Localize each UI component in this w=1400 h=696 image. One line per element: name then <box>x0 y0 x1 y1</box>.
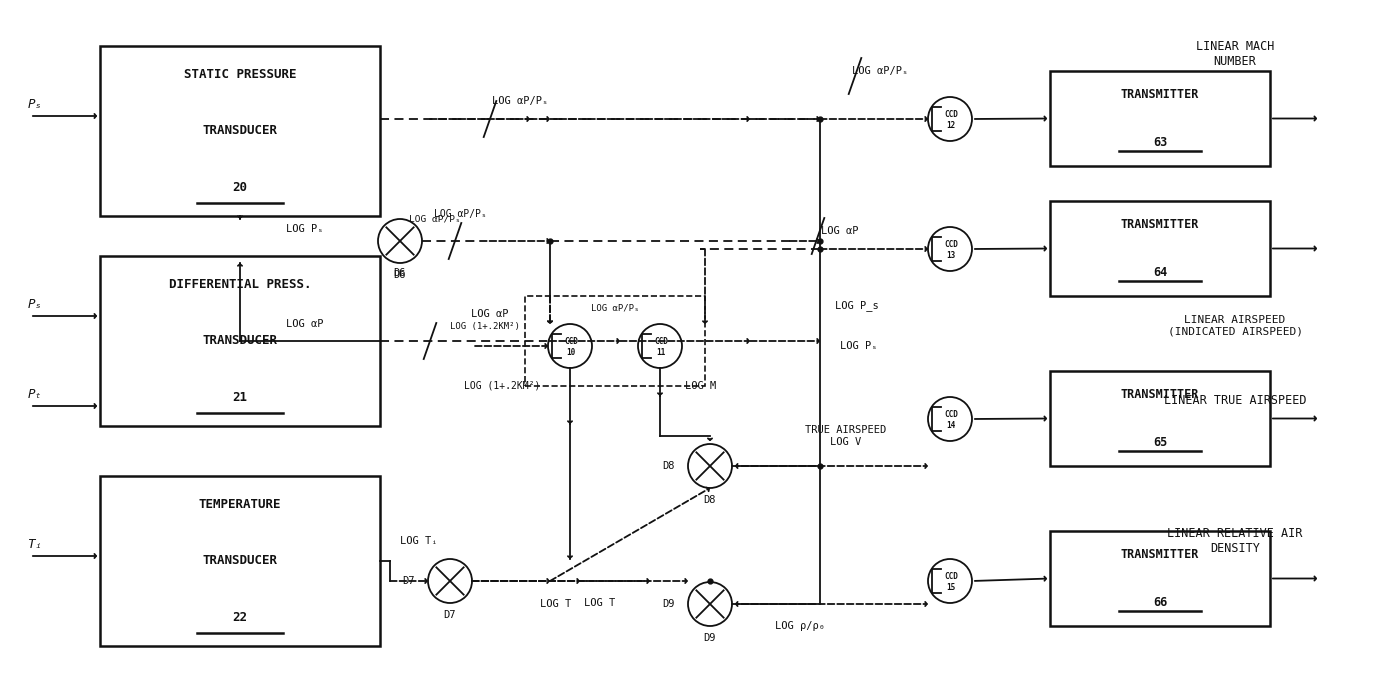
Text: LOG αP: LOG αP <box>822 226 858 236</box>
Text: LOG ρ/ρ₀: LOG ρ/ρ₀ <box>776 621 825 631</box>
Text: LOG Pₛ: LOG Pₛ <box>840 341 878 351</box>
Circle shape <box>687 582 732 626</box>
Text: 64: 64 <box>1152 266 1168 279</box>
Text: LOG αP: LOG αP <box>472 309 508 319</box>
Text: LINEAR RELATIVE AIR
DENSITY: LINEAR RELATIVE AIR DENSITY <box>1168 527 1302 555</box>
Text: 11: 11 <box>657 348 666 357</box>
Text: 21: 21 <box>232 391 248 404</box>
Text: D8: D8 <box>662 461 675 471</box>
Text: 14: 14 <box>946 421 956 430</box>
Text: TRANSDUCER: TRANSDUCER <box>203 125 277 138</box>
Text: D9: D9 <box>662 599 675 609</box>
Text: D8: D8 <box>704 495 717 505</box>
Bar <box>525 296 706 386</box>
Text: CCD: CCD <box>944 239 958 248</box>
Text: 10: 10 <box>567 348 575 357</box>
Text: 13: 13 <box>946 251 956 260</box>
Text: TRANSDUCER: TRANSDUCER <box>203 555 277 567</box>
Circle shape <box>547 324 592 368</box>
Text: D6: D6 <box>393 268 406 278</box>
Text: LOG αP: LOG αP <box>286 319 323 329</box>
Text: TRANSMITTER: TRANSMITTER <box>1121 219 1200 231</box>
Circle shape <box>638 324 682 368</box>
Text: LOG M: LOG M <box>685 381 717 391</box>
Circle shape <box>687 444 732 488</box>
Bar <box>1050 371 1270 466</box>
Text: LOG (1+.2KM²): LOG (1+.2KM²) <box>449 322 519 331</box>
Text: 22: 22 <box>232 611 248 624</box>
Text: TEMPERATURE: TEMPERATURE <box>199 498 281 511</box>
Text: CCD: CCD <box>944 571 958 580</box>
Text: LOG P_s: LOG P_s <box>834 301 879 311</box>
Text: LOG T: LOG T <box>540 599 571 609</box>
Text: TRANSDUCER: TRANSDUCER <box>203 335 277 347</box>
Text: CCD: CCD <box>654 337 668 346</box>
Text: D7: D7 <box>444 610 456 620</box>
Text: Tᵢ: Tᵢ <box>28 537 42 551</box>
Text: 65: 65 <box>1152 436 1168 449</box>
Bar <box>99 46 379 216</box>
Text: LOG αP/Pₛ: LOG αP/Pₛ <box>434 209 486 219</box>
Text: D9: D9 <box>704 633 717 643</box>
Text: TRANSMITTER: TRANSMITTER <box>1121 548 1200 561</box>
Bar <box>1050 531 1270 626</box>
Text: 12: 12 <box>946 121 956 130</box>
Bar <box>99 476 379 646</box>
Text: LOG (1+.2KM²): LOG (1+.2KM²) <box>463 381 540 391</box>
Text: 15: 15 <box>946 583 956 592</box>
Text: LOG αP/Pₛ: LOG αP/Pₛ <box>491 96 549 106</box>
Text: Pₛ: Pₛ <box>28 97 42 111</box>
Text: TRANSMITTER: TRANSMITTER <box>1121 388 1200 402</box>
Text: CCD: CCD <box>564 337 578 346</box>
Text: LOG Pₛ: LOG Pₛ <box>286 224 323 234</box>
Text: LINEAR MACH
NUMBER: LINEAR MACH NUMBER <box>1196 40 1274 68</box>
Circle shape <box>428 559 472 603</box>
Text: CCD: CCD <box>944 410 958 419</box>
Text: LOG T: LOG T <box>584 598 616 608</box>
Text: TRANSMITTER: TRANSMITTER <box>1121 88 1200 101</box>
Text: 63: 63 <box>1152 136 1168 149</box>
Text: D6: D6 <box>393 270 406 280</box>
Circle shape <box>928 97 972 141</box>
Text: 66: 66 <box>1152 596 1168 609</box>
Text: LOG Tᵢ: LOG Tᵢ <box>400 536 437 546</box>
Text: LOG αP/Pₛ: LOG αP/Pₛ <box>851 66 909 76</box>
Circle shape <box>928 227 972 271</box>
Text: DIFFERENTIAL PRESS.: DIFFERENTIAL PRESS. <box>169 278 311 291</box>
Text: TRUE AIRSPEED
LOG V: TRUE AIRSPEED LOG V <box>805 425 886 447</box>
Bar <box>1050 71 1270 166</box>
Text: LOG αP/Pₛ: LOG αP/Pₛ <box>591 303 640 313</box>
Bar <box>99 256 379 426</box>
Circle shape <box>378 219 421 263</box>
Text: Pₜ: Pₜ <box>28 388 42 400</box>
Text: D7: D7 <box>403 576 414 586</box>
Text: LOG αP/Pₛ: LOG αP/Pₛ <box>409 214 461 223</box>
Text: CCD: CCD <box>944 110 958 118</box>
Text: Pₛ: Pₛ <box>28 297 42 310</box>
Circle shape <box>928 397 972 441</box>
Text: LINEAR AIRSPEED
(INDICATED AIRSPEED): LINEAR AIRSPEED (INDICATED AIRSPEED) <box>1168 315 1302 337</box>
Circle shape <box>928 559 972 603</box>
Bar <box>1050 201 1270 296</box>
Text: STATIC PRESSURE: STATIC PRESSURE <box>183 68 297 81</box>
Text: 20: 20 <box>232 181 248 194</box>
Text: LINEAR TRUE AIRSPEED: LINEAR TRUE AIRSPEED <box>1163 395 1306 407</box>
